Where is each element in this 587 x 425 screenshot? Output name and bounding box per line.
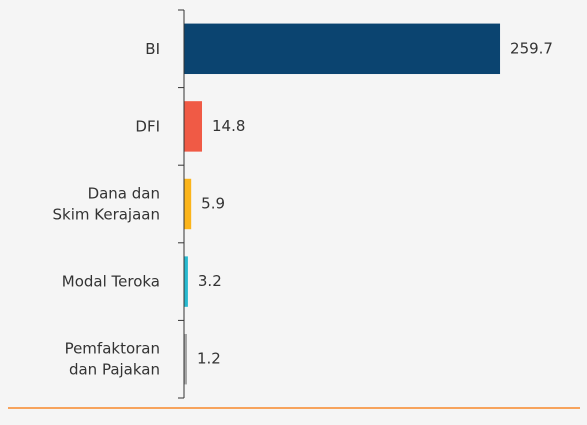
category-line: Dana dan [88, 184, 160, 202]
category-label: Modal Teroka [62, 272, 160, 290]
value-label: 5.9 [201, 195, 225, 213]
bar [184, 178, 192, 230]
value-label: 3.2 [198, 272, 222, 290]
category-line: dan Pajakan [69, 360, 160, 378]
category-line: Modal Teroka [62, 272, 160, 290]
category-label: Pemfaktoran dan Pajakan [65, 339, 160, 378]
value-label: 14.8 [212, 117, 245, 135]
category-label: BI [145, 39, 160, 57]
bar [184, 333, 187, 385]
category-line: DFI [135, 117, 160, 135]
category-line: BI [145, 39, 160, 57]
category-label: Dana dan Skim Kerajaan [53, 184, 161, 223]
value-label: 1.2 [197, 350, 221, 368]
bar [184, 23, 501, 75]
category-line: Skim Kerajaan [53, 205, 161, 223]
category-line: Pemfaktoran [65, 339, 160, 357]
bar [184, 101, 203, 152]
bar [184, 256, 188, 307]
category-label: DFI [135, 117, 160, 135]
value-label: 259.7 [510, 39, 553, 57]
